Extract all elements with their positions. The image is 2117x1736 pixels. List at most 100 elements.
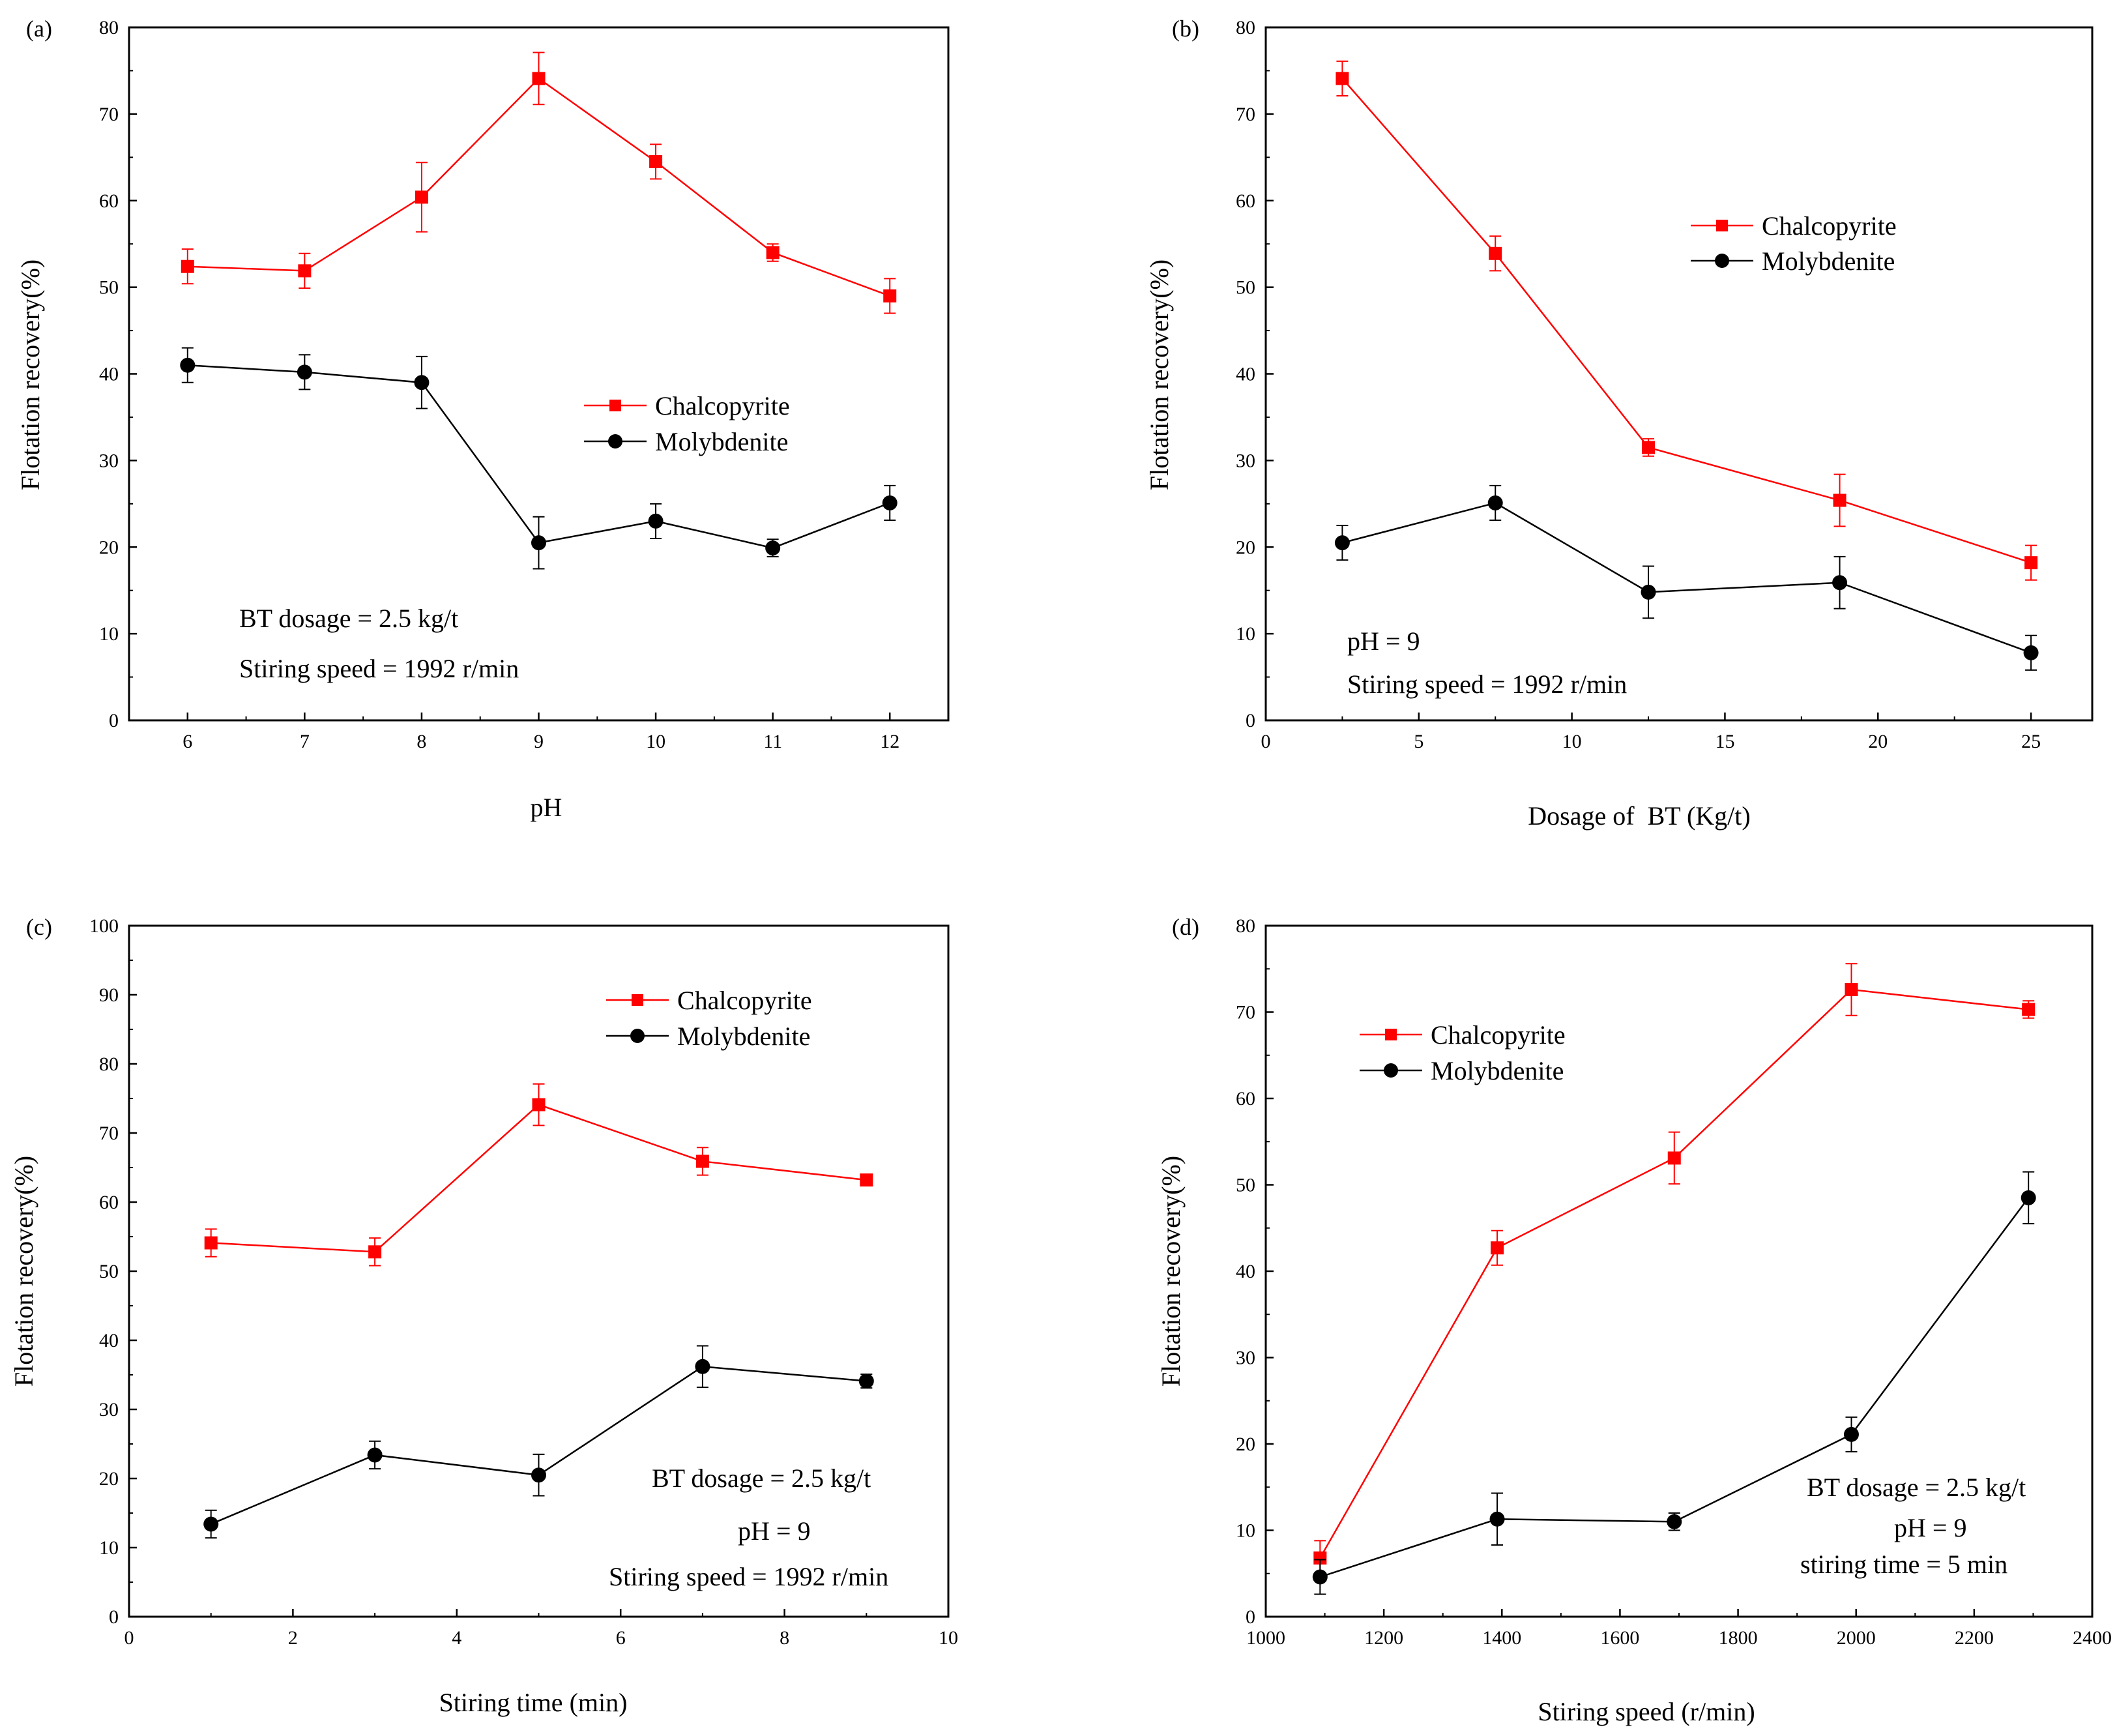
data-point-chalcopyrite-a (298, 264, 312, 278)
data-point-chalcopyrite-d (1491, 1241, 1504, 1255)
data-point-chalcopyrite-a (649, 154, 663, 168)
series-line-molybdenite-b (1342, 502, 2032, 654)
legend-marker-molybdenite-d (1384, 1063, 1398, 1078)
y-tick-label-d: 20 (1236, 1434, 1255, 1455)
y-tick-label-b: 60 (1236, 190, 1255, 212)
data-point-chalcopyrite-a (766, 246, 780, 259)
y-tick-label-b: 70 (1236, 104, 1255, 125)
annotation-stiring-speed-a: Stiring speed = 1992 r/min (239, 654, 519, 683)
data-point-molybdenite-c (858, 1374, 874, 1389)
y-tick-label-d: 30 (1236, 1347, 1255, 1369)
y-tick-label-c: 70 (99, 1123, 119, 1144)
x-axis-title-a: pH (531, 793, 562, 822)
y-tick-label-d: 80 (1236, 915, 1255, 937)
y-tick-label-d: 0 (1246, 1606, 1255, 1628)
legend-marker-molybdenite-a (608, 434, 622, 449)
data-point-molybdenite-c (695, 1359, 710, 1374)
data-point-chalcopyrite-a (883, 289, 897, 302)
x-tick-label-a: 9 (534, 731, 544, 752)
y-tick-label-b: 0 (1246, 710, 1255, 731)
data-point-molybdenite-d (1489, 1511, 1505, 1527)
series-line-chalcopyrite-b (1341, 78, 2032, 564)
x-tick-label-d: 2000 (1837, 1627, 1876, 1649)
x-tick-label-a: 8 (416, 731, 426, 752)
data-point-molybdenite-c (367, 1447, 383, 1463)
data-point-molybdenite-b (1334, 535, 1350, 551)
y-tick-label-c: 30 (99, 1399, 119, 1420)
x-tick-label-c: 10 (939, 1627, 958, 1649)
x-tick-label-d: 1800 (1719, 1627, 1758, 1649)
y-tick-label-c: 0 (109, 1606, 119, 1628)
y-tick-label-a: 0 (109, 710, 119, 731)
y-tick-label-a: 10 (99, 623, 119, 645)
data-point-molybdenite-b (1832, 575, 1848, 591)
y-tick-label-b: 40 (1236, 364, 1255, 385)
x-tick-label-c: 2 (288, 1627, 298, 1649)
data-point-molybdenite-d (2021, 1190, 2036, 1205)
legend-b: Chalcopyrite Molybdenite (1691, 211, 1897, 276)
y-tick-label-c: 10 (99, 1537, 119, 1559)
x-tick-label-a: 10 (646, 731, 665, 752)
legend-label-molybdenite-a: Molybdenite (655, 427, 788, 456)
legend-d: Chalcopyrite Molybdenite (1360, 1020, 1566, 1085)
marks-a (180, 51, 898, 570)
annotation-ph-b: pH = 9 (1347, 626, 1420, 656)
data-point-molybdenite-d (1843, 1426, 1859, 1442)
x-tick-label-d: 1400 (1482, 1627, 1521, 1649)
y-tick-label-c: 80 (99, 1053, 119, 1075)
data-point-molybdenite-a (531, 535, 546, 551)
x-tick-label-b: 25 (2021, 731, 2041, 752)
panel-d: 1000 1200 1400 1600 1800 2000 2200 2400 0 10 20 30 4… (1156, 914, 2112, 1726)
ticks-d: 1000 1200 1400 1600 1800 2000 2200 2400 0 10 20 30 4… (1236, 915, 2112, 1649)
data-point-chalcopyrite-c (695, 1155, 709, 1168)
panel-label-b: (b) (1172, 16, 1199, 42)
y-tick-label-d: 60 (1236, 1088, 1255, 1110)
x-tick-label-c: 0 (124, 1627, 134, 1649)
data-point-molybdenite-a (414, 375, 430, 390)
y-tick-label-d: 70 (1236, 1002, 1255, 1023)
y-tick-label-b: 30 (1236, 450, 1255, 471)
legend-c: Chalcopyrite Molybdenite (606, 986, 812, 1051)
data-point-chalcopyrite-b (1642, 441, 1656, 454)
data-point-chalcopyrite-c (860, 1173, 873, 1187)
data-point-molybdenite-b (2023, 645, 2039, 660)
y-axis-title-d: Flotation recovery(%) (1156, 1156, 1186, 1387)
legend-marker-chalcopyrite-d (1385, 1029, 1397, 1040)
data-point-molybdenite-a (882, 495, 898, 510)
legend-marker-chalcopyrite-a (609, 400, 621, 411)
x-axis-title-c: Stiring time (min) (439, 1688, 628, 1717)
panel-b: 0 5 10 15 20 25 0 10 20 30 40 50 60 70 80 (b) Dosage o… (1145, 16, 2094, 831)
series-line-molybdenite-c (211, 1365, 867, 1525)
y-tick-label-a: 20 (99, 537, 119, 558)
data-point-chalcopyrite-c (204, 1236, 218, 1250)
data-point-chalcopyrite-d (2022, 1003, 2036, 1016)
y-tick-label-b: 50 (1236, 277, 1255, 299)
y-tick-label-a: 30 (99, 450, 119, 471)
data-point-chalcopyrite-d (1845, 983, 1858, 997)
y-tick-label-a: 40 (99, 364, 119, 385)
legend-label-molybdenite-b: Molybdenite (1762, 246, 1895, 276)
panel-label-c: (c) (26, 914, 52, 940)
y-tick-label-b: 80 (1236, 17, 1255, 38)
legend-label-molybdenite-c: Molybdenite (677, 1022, 810, 1051)
plot-frame-b (1264, 26, 2094, 722)
data-point-chalcopyrite-c (532, 1098, 546, 1111)
y-tick-label-c: 20 (99, 1468, 119, 1490)
data-point-chalcopyrite-a (181, 259, 194, 273)
data-point-chalcopyrite-a (415, 190, 428, 204)
y-tick-label-c: 40 (99, 1330, 119, 1351)
x-tick-label-d: 2400 (2073, 1627, 2112, 1649)
annotation-stiring-time-d: stiring time = 5 min (1800, 1550, 2008, 1579)
x-tick-label-c: 6 (616, 1627, 626, 1649)
y-axis-title-b: Flotation recovery(%) (1145, 259, 1174, 490)
data-point-molybdenite-a (765, 540, 781, 556)
marks-d (1312, 963, 2036, 1595)
data-point-molybdenite-a (180, 357, 196, 373)
legend-marker-chalcopyrite-c (632, 994, 643, 1006)
y-tick-label-b: 10 (1236, 623, 1255, 645)
series-line-chalcopyrite-a (187, 77, 890, 297)
y-tick-label-c: 60 (99, 1192, 119, 1213)
legend-marker-molybdenite-b (1715, 254, 1729, 268)
y-tick-label-c: 50 (99, 1261, 119, 1282)
